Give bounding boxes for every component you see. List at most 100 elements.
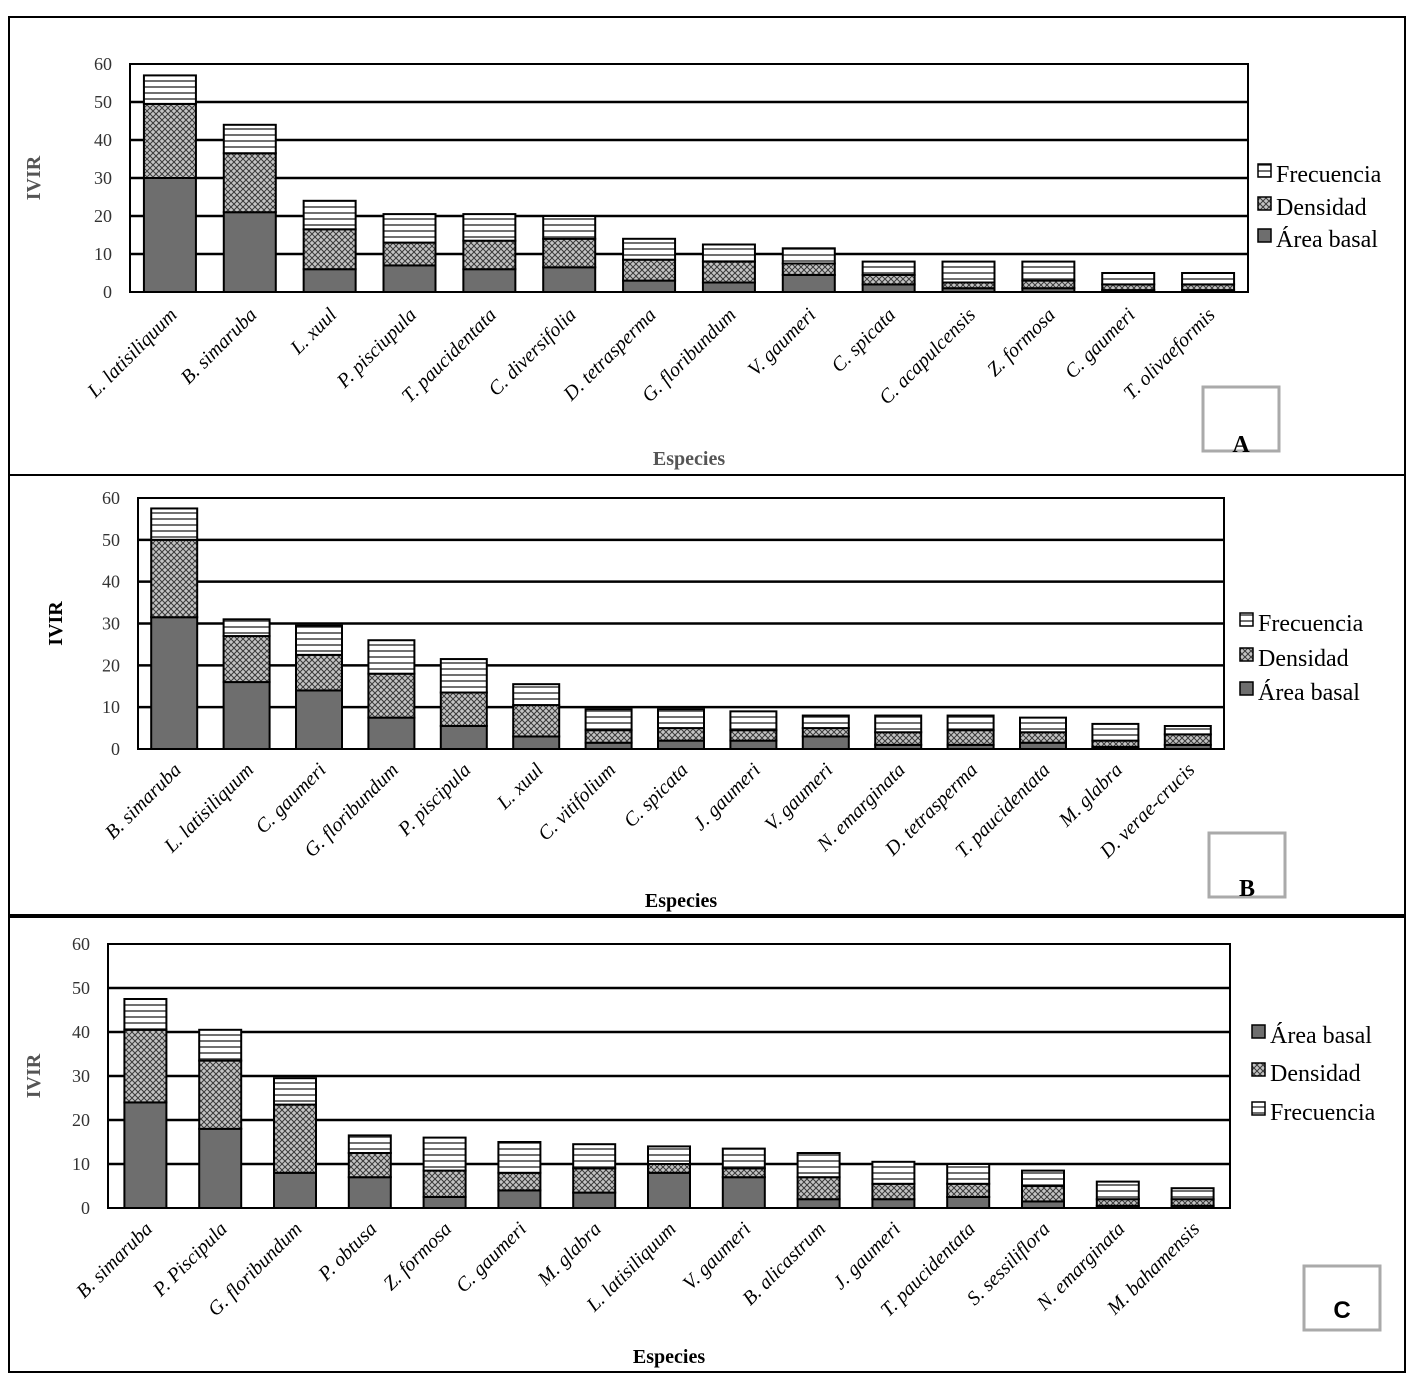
x-tick-label-c-m-glabra: M. glabra	[533, 1218, 606, 1291]
bar-a-c-diversifolia-rea-basal	[542, 266, 597, 293]
y-tick-label-b-0: 0	[111, 739, 120, 759]
legend-swatch-c-frecuencia	[1251, 1101, 1266, 1116]
bar-c-p-obtusa-densidad	[347, 1152, 392, 1179]
bar-a-l-xuul-densidad	[302, 228, 357, 271]
legend-label-a-densidad: Densidad	[1276, 195, 1367, 221]
bar-c-b-alicastrum-frecuencia	[796, 1152, 841, 1179]
bar-b-c-gaumeri-frecuencia	[295, 624, 343, 656]
bar-b-l-xuul-densidad	[512, 704, 561, 738]
x-tick-label-b-c-spicata: C. spicata	[620, 759, 693, 832]
bar-a-c-acapulcensis-frecuencia	[941, 260, 996, 284]
legend-label-b-frecuencia: Frecuencia	[1258, 611, 1364, 637]
bar-b-c-vitifolium-densidad	[584, 729, 633, 744]
bar-c-m-glabra-frecuencia	[572, 1143, 617, 1170]
bar-a-v-gaumeri-rea-basal	[781, 273, 836, 293]
bar-b-c-spicata-densidad	[657, 727, 705, 742]
legend-swatch-a-densidad	[1257, 196, 1272, 211]
bar-b-l-xuul-rea-basal	[512, 735, 561, 751]
bar-b-c-vitifolium-frecuencia	[584, 708, 633, 732]
panel-b-frame	[8, 474, 1406, 916]
bar-a-z-formosa-frecuencia	[1021, 260, 1076, 282]
legend-label-a-frecuencia: Frecuencia	[1276, 162, 1382, 188]
panel-tag-box-c	[1302, 1264, 1382, 1332]
x-axis-label-b: Especies	[645, 890, 717, 912]
bar-c-c-gaumeri-frecuencia	[497, 1141, 542, 1174]
bar-a-c-spicata-frecuencia	[861, 260, 916, 276]
y-tick-label-c-60: 60	[72, 934, 90, 954]
bar-a-g-floribundum-frecuencia	[701, 243, 756, 263]
bar-b-l-latisiliquum-densidad	[222, 635, 271, 684]
legend-swatch-c-rea-basal	[1251, 1024, 1266, 1039]
panel-c-frame	[8, 916, 1406, 1373]
bar-c-p-piscipula-frecuencia	[198, 1028, 243, 1062]
bar-c-b-simaruba-frecuencia	[123, 998, 168, 1031]
x-tick-label-a-v-gaumeri: V. gaumeri	[744, 304, 821, 381]
bar-a-d-tetrasperma-rea-basal	[622, 279, 677, 294]
x-tick-label-c-z-formosa: Z. formosa	[379, 1218, 456, 1295]
bar-a-p-pisciupula-rea-basal	[382, 264, 437, 293]
legend-label-c-frecuencia: Frecuencia	[1270, 1100, 1376, 1126]
bar-c-b-alicastrum-densidad	[796, 1176, 841, 1201]
bar-c-n-emarginata-frecuencia	[1095, 1180, 1140, 1201]
x-tick-label-b-v-gaumeri: V. gaumeri	[761, 759, 838, 836]
bar-b-b-simaruba-rea-basal	[150, 616, 199, 750]
bar-b-c-spicata-frecuencia	[657, 708, 705, 730]
bar-c-p-piscipula-rea-basal	[198, 1127, 243, 1210]
bar-a-l-latisiliquum-rea-basal	[142, 177, 197, 293]
bar-b-p-piscipula-densidad	[439, 691, 488, 727]
bar-c-t-paucidentata-rea-basal	[946, 1196, 991, 1209]
bar-a-l-latisiliquum-frecuencia	[142, 74, 197, 105]
bar-a-t-paucidentata-rea-basal	[462, 268, 517, 294]
bar-a-l-xuul-frecuencia	[302, 199, 357, 231]
bar-a-b-simaruba-rea-basal	[222, 211, 277, 293]
x-tick-label-c-b-simaruba: B. simaruba	[72, 1218, 157, 1303]
bar-b-l-latisiliquum-frecuencia	[222, 618, 271, 638]
y-tick-label-a-20: 20	[94, 206, 112, 226]
bar-b-c-gaumeri-rea-basal	[295, 689, 343, 751]
x-tick-label-b-j-gaumeri: J. gaumeri	[689, 759, 765, 835]
bar-c-g-floribundum-densidad	[273, 1103, 317, 1174]
panel-tag-b: B	[1239, 876, 1255, 902]
legend-label-b-rea-basal: Área basal	[1258, 680, 1360, 706]
bar-c-b-simaruba-densidad	[123, 1028, 168, 1104]
bar-c-p-obtusa-frecuencia	[347, 1134, 392, 1155]
bar-a-d-tetrasperma-frecuencia	[622, 237, 677, 261]
bar-b-g-floribundum-rea-basal	[367, 716, 416, 750]
bar-b-v-gaumeri-densidad	[801, 727, 850, 738]
legend-label-a-rea-basal: Área basal	[1276, 227, 1378, 253]
bar-c-p-obtusa-rea-basal	[347, 1176, 392, 1209]
x-tick-label-a-c-gaumeri: C. gaumeri	[1061, 304, 1140, 383]
bar-c-v-gaumeri-densidad	[721, 1167, 766, 1179]
legend-label-b-densidad: Densidad	[1258, 646, 1349, 672]
x-tick-label-a-l-latisiliquum: L. latisiliquum	[83, 304, 182, 403]
legend-swatch-b-frecuencia	[1239, 612, 1254, 627]
bar-c-c-gaumeri-rea-basal	[497, 1189, 542, 1210]
bar-b-m-glabra-frecuencia	[1091, 722, 1140, 742]
bar-b-c-gaumeri-densidad	[295, 653, 343, 692]
bar-c-z-formosa-densidad	[422, 1169, 467, 1198]
bar-b-t-paucidentata-densidad	[1019, 731, 1067, 744]
bar-b-n-emarginata-frecuencia	[874, 714, 923, 734]
bar-c-p-piscipula-densidad	[198, 1059, 243, 1130]
bar-a-b-simaruba-densidad	[222, 152, 277, 214]
bar-a-g-floribundum-densidad	[701, 260, 756, 284]
legend-label-c-densidad: Densidad	[1270, 1061, 1361, 1087]
bar-b-n-emarginata-densidad	[874, 731, 923, 746]
x-tick-label-b-l-xuul: L. xuul	[492, 759, 548, 815]
y-tick-label-b-30: 30	[102, 614, 120, 634]
bar-b-v-gaumeri-rea-basal	[801, 735, 850, 751]
x-tick-label-c-v-gaumeri: V. gaumeri	[679, 1218, 756, 1295]
x-tick-label-a-b-simaruba: B. simaruba	[177, 304, 262, 389]
y-tick-label-a-60: 60	[94, 54, 112, 74]
bar-c-m-glabra-rea-basal	[572, 1191, 617, 1209]
bar-a-c-diversifolia-densidad	[542, 237, 597, 269]
y-tick-label-a-0: 0	[103, 282, 112, 302]
bar-a-v-gaumeri-densidad	[781, 262, 836, 276]
panel-tag-a: A	[1232, 432, 1250, 458]
bar-c-j-gaumeri-rea-basal	[871, 1198, 916, 1209]
bar-a-d-tetrasperma-densidad	[622, 258, 677, 282]
bar-c-l-latisiliquum-frecuencia	[647, 1145, 691, 1166]
